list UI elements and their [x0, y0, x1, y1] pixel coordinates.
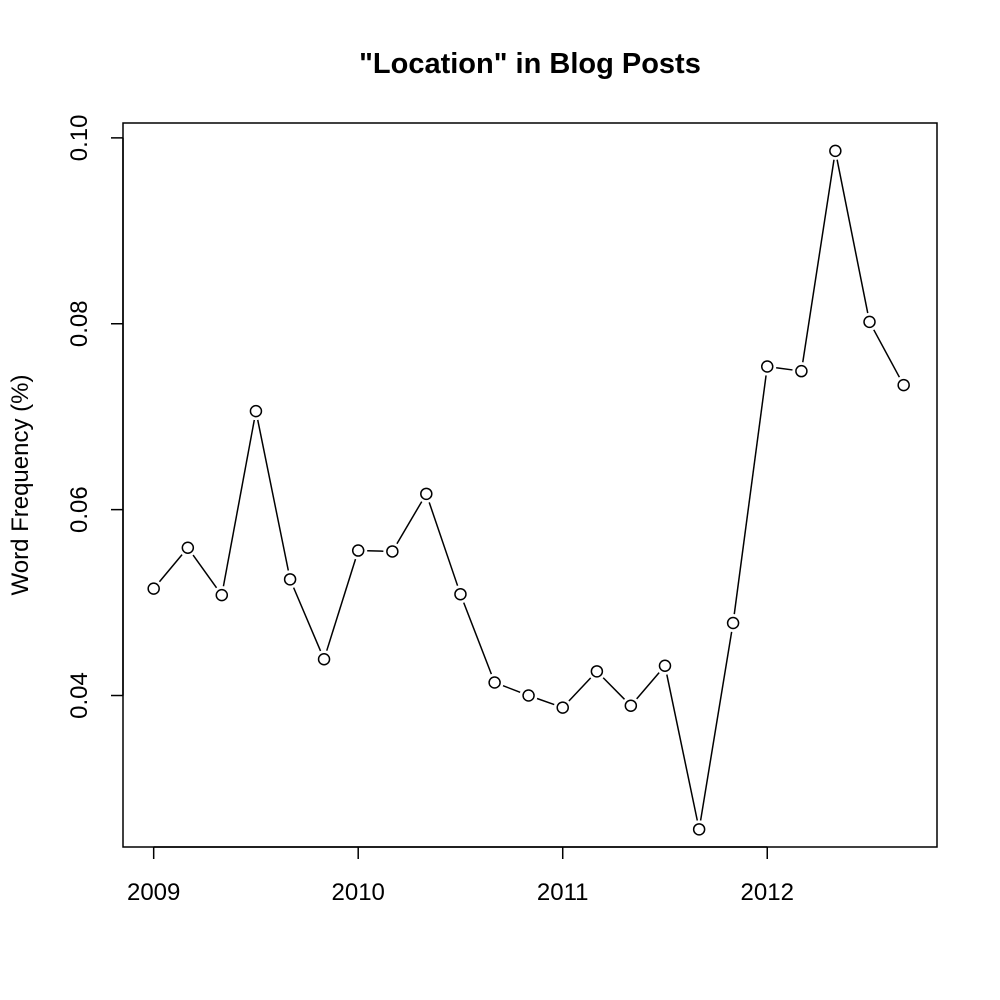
data-point: [760, 360, 774, 373]
series-segment: [396, 501, 423, 545]
data-point: [658, 659, 672, 673]
series-segment: [873, 329, 901, 378]
series-segment: [776, 366, 793, 371]
data-point: [488, 676, 501, 689]
series-layer: [147, 144, 910, 836]
chart-title: "Location" in Blog Posts: [359, 48, 701, 80]
series-segment: [636, 672, 660, 700]
data-point: [386, 545, 399, 558]
data-point: [692, 823, 706, 836]
data-point: [726, 616, 740, 630]
data-point: [351, 544, 365, 557]
data-point: [624, 699, 638, 712]
series-segment: [428, 502, 459, 586]
data-point: [590, 665, 604, 678]
series-segment: [222, 419, 256, 587]
data-point: [420, 487, 433, 501]
data-point: [283, 573, 297, 586]
series-segment: [158, 554, 183, 583]
data-point: [215, 588, 229, 602]
data-point: [829, 144, 842, 158]
x-axis: 2009 2010 2011 2012: [127, 846, 794, 906]
series-segment: [836, 159, 869, 314]
data-point: [317, 653, 331, 666]
data-point: [795, 364, 808, 378]
x-tick-label: 2012: [741, 879, 794, 906]
series-segment: [326, 558, 357, 651]
series-segment: [192, 554, 218, 589]
series-segment: [536, 697, 555, 706]
y-tick-label: 0.06: [66, 486, 93, 533]
data-point: [522, 689, 535, 702]
series-segment: [602, 677, 626, 700]
data-point: [556, 701, 569, 714]
y-axis: 0.04 0.06 0.08 0.10: [66, 115, 124, 719]
y-tick-label: 0.04: [66, 672, 93, 719]
series-segment: [292, 587, 322, 652]
y-axis-label: Word Frequency (%): [7, 375, 34, 596]
series-segment: [733, 375, 767, 615]
data-point: [454, 587, 467, 601]
x-tick-label: 2010: [332, 879, 385, 906]
y-tick-label: 0.10: [66, 115, 93, 162]
series-segment: [666, 674, 699, 821]
data-point: [249, 404, 263, 418]
series-segment: [802, 159, 835, 363]
x-tick-label: 2009: [127, 879, 180, 906]
series-segment: [256, 419, 290, 571]
data-point: [147, 582, 160, 595]
series-segment: [463, 602, 493, 675]
data-point: [181, 541, 195, 554]
data-point: [863, 315, 876, 329]
series-segment: [502, 685, 521, 693]
data-point: [897, 378, 910, 392]
series-segment: [699, 631, 733, 821]
plot-frame: [122, 122, 938, 848]
x-tick-label: 2011: [537, 879, 589, 906]
series-segment: [568, 677, 592, 702]
y-tick-label: 0.08: [66, 300, 93, 347]
